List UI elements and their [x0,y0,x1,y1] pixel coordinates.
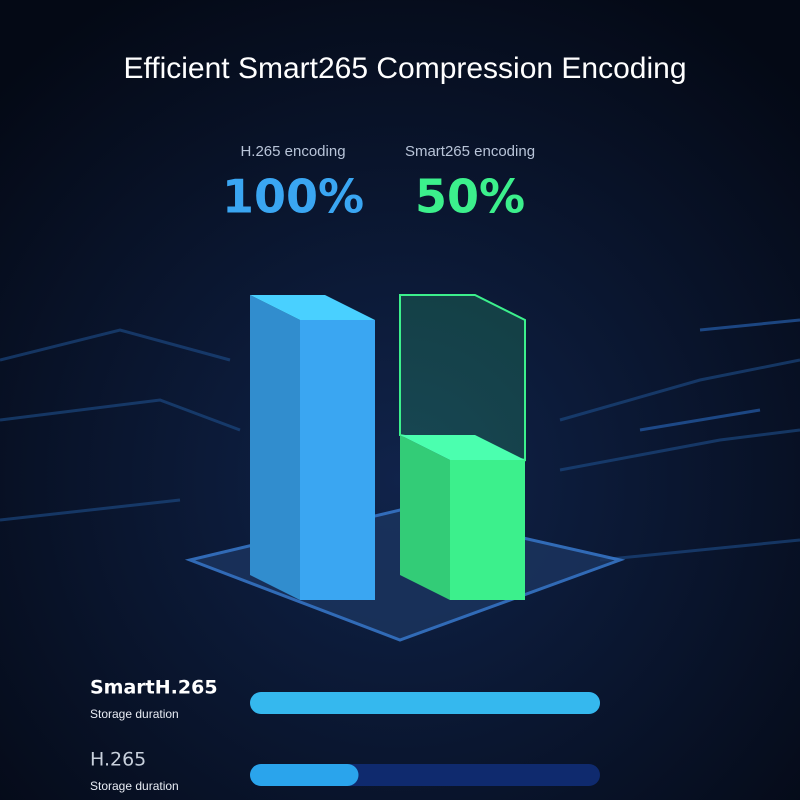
progress-bar [250,764,359,786]
bar-sublabel: Storage duration [90,779,179,793]
value-label: 50% [415,170,525,224]
bar-side [400,435,450,600]
circuit-decoration [0,318,800,562]
chart-title: Efficient Smart265 Compression Encoding [123,52,686,85]
bar-top [400,435,525,460]
category-label: Smart265 encoding [405,143,535,160]
category-label: H.265 encoding [240,143,345,160]
bar-side [250,295,300,600]
bar-name: H.265 [90,749,146,771]
progress-bar [250,692,600,714]
value-label: 100% [222,170,364,224]
bar [450,460,525,600]
bar-top [250,295,375,320]
bar [300,320,375,600]
reference-outline [399,294,526,462]
bar-name: SmartH.265 [90,677,218,699]
bar-sublabel: Storage duration [90,707,179,721]
